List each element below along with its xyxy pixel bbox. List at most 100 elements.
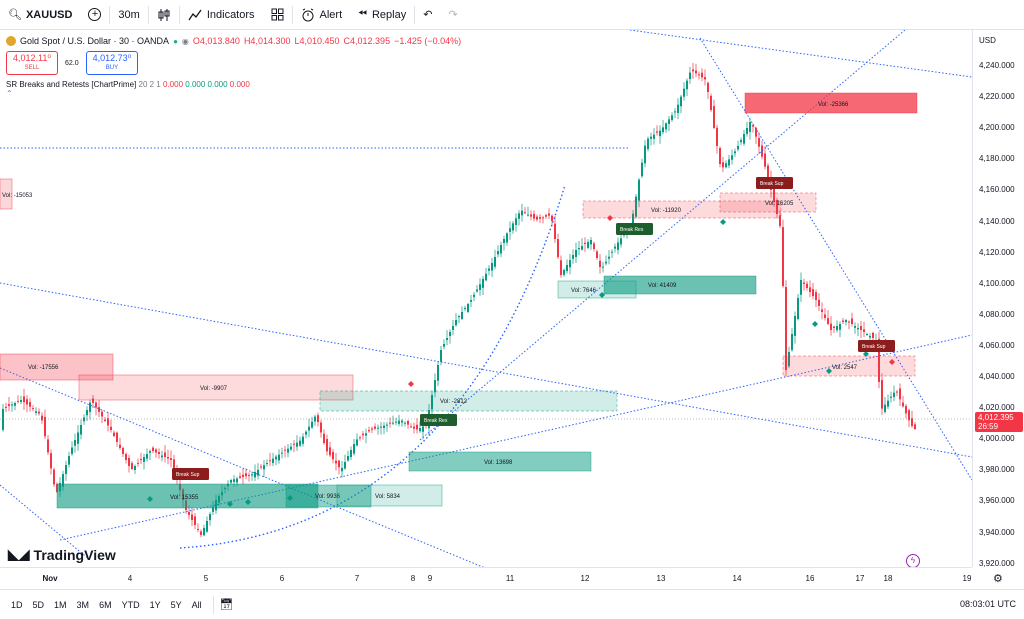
alert-button[interactable]: Alert	[293, 0, 351, 30]
candle-body	[89, 402, 91, 412]
candle-body	[677, 104, 679, 114]
range-button-all[interactable]: All	[191, 599, 202, 610]
candle-body	[335, 460, 337, 464]
indicators-button[interactable]: Indicators	[180, 0, 263, 30]
candle-body	[266, 463, 268, 464]
range-button-5y[interactable]: 5Y	[170, 599, 182, 610]
candle-body	[383, 425, 385, 429]
symbol-search[interactable]: 🔍︎ XAUUSD	[0, 0, 80, 30]
range-button-1d[interactable]: 1D	[11, 599, 23, 610]
time-tick: 16	[805, 574, 815, 583]
time-tick: 5	[203, 574, 209, 583]
sr-zone-box[interactable]	[603, 275, 757, 295]
replay-button[interactable]: ⏪︎ Replay	[350, 0, 414, 30]
sr-zone-box[interactable]	[408, 451, 592, 472]
sr-zone-box[interactable]	[582, 200, 782, 219]
chart-canvas[interactable]: Vol: -25366 Vol: -15053 Vol: -11920 Vol: 16…	[0, 30, 972, 567]
settings-gear-icon[interactable]: ⚙	[993, 573, 1003, 585]
lightning-icon[interactable]: ϟ	[906, 554, 920, 567]
candle-body	[902, 402, 904, 407]
candle-body	[638, 179, 640, 201]
candle-body	[848, 321, 850, 323]
candle-body	[452, 326, 454, 330]
sr-zone-box[interactable]	[782, 355, 916, 377]
candle-body	[569, 260, 571, 268]
redo-button[interactable]: ↷	[440, 0, 465, 30]
price-tick: 4,020.000	[979, 403, 1015, 413]
sr-zone-box[interactable]	[744, 92, 918, 114]
candle-body	[317, 415, 319, 422]
sr-zone-box[interactable]	[78, 374, 354, 401]
price-axis[interactable]: USD 4,240.000 4,220.000 4,200.000 4,180.000…	[972, 30, 1024, 568]
trendline	[0, 367, 485, 567]
signal-diamond	[408, 381, 414, 387]
range-button-ytd[interactable]: YTD	[121, 599, 140, 610]
candle-body	[392, 422, 394, 424]
candle-body	[896, 391, 898, 393]
candle-body	[173, 459, 175, 470]
grid-icon	[271, 8, 284, 21]
eye-icon[interactable]: ◉	[181, 36, 189, 46]
candle-body	[560, 260, 562, 275]
layouts-button[interactable]	[263, 0, 292, 30]
sr-zone-box[interactable]	[56, 483, 319, 509]
candle-body	[545, 215, 547, 217]
indicator-value-4: 0.000	[229, 80, 250, 89]
indicator-value-3: 0.000	[207, 80, 228, 89]
candle-body	[893, 392, 895, 398]
sr-zone-box[interactable]	[336, 484, 443, 507]
date-range-icon[interactable]: 📅︎	[219, 599, 234, 611]
candle-body	[371, 428, 373, 430]
signal-diamond	[889, 359, 895, 365]
sr-zone-box[interactable]	[0, 353, 114, 381]
trendline	[419, 30, 906, 441]
candle-body	[812, 289, 814, 296]
range-button-3m[interactable]: 3M	[76, 599, 90, 610]
candle-body	[551, 215, 553, 221]
candle-body	[641, 162, 643, 177]
candle-body	[839, 324, 841, 330]
buy-button[interactable]: 4,012.73⁰ BUY	[85, 51, 139, 75]
zone-volume-label: Vol: 16205	[765, 201, 794, 207]
sr-zone-box[interactable]	[0, 178, 13, 210]
signal-diamond	[826, 368, 832, 374]
currency-label[interactable]: USD	[979, 36, 996, 45]
candle-body	[815, 292, 817, 300]
range-button-6m[interactable]: 6M	[99, 599, 112, 610]
chart-type-button[interactable]	[149, 0, 179, 30]
sr-zone-box[interactable]	[719, 192, 817, 213]
zone-volume-label: Vol: 7646	[571, 288, 597, 294]
indicator-legend[interactable]: SR Breaks and Retests [ChartPrime] 20 2 …	[6, 80, 250, 98]
chart-svg[interactable]: Vol: -25366 Vol: -15053 Vol: -11920 Vol: 16…	[0, 30, 972, 567]
candle-body	[149, 451, 151, 453]
collapse-chevron-icon[interactable]: ⌃	[6, 89, 13, 98]
buy-price: 4,012.73⁰	[92, 53, 132, 63]
range-button-5d[interactable]: 5D	[32, 599, 45, 610]
candle-body	[758, 138, 760, 147]
candle-body	[671, 115, 673, 120]
time-axis[interactable]: Nov 4 5 6 7 9 11 12 13 14 16 17 18 19 8 ⚙	[0, 567, 1003, 589]
range-button-1m[interactable]: 1M	[54, 599, 67, 610]
candle-body	[299, 440, 301, 446]
break-tag-label: Break Res	[620, 227, 644, 233]
sr-zone-box[interactable]	[285, 484, 372, 508]
sr-zone-box[interactable]	[319, 390, 618, 412]
candle-body	[557, 239, 559, 257]
legend-title[interactable]: Gold Spot / U.S. Dollar · 30 · OANDA	[20, 36, 170, 46]
candle-body	[914, 424, 916, 429]
candle-body	[707, 82, 709, 92]
range-button-1y[interactable]: 1Y	[149, 599, 161, 610]
clock[interactable]: 08:03:01 UTC	[959, 599, 1016, 609]
tradingview-logo[interactable]: ◣◢ TradingView	[8, 546, 116, 563]
candle-body	[83, 417, 85, 422]
candle-body	[122, 447, 124, 454]
undo-button[interactable]: ↶	[415, 0, 440, 30]
candle-body	[656, 131, 658, 133]
ohlc-open: O4,013.840	[192, 36, 240, 46]
interval-button[interactable]: 30m	[118, 8, 140, 21]
sell-button[interactable]: 4,012.11⁰ SELL	[6, 51, 58, 75]
sell-price: 4,012.11⁰	[13, 53, 51, 63]
candle-body	[491, 263, 493, 271]
compare-button[interactable]: +	[80, 0, 109, 30]
candle-body	[254, 472, 256, 478]
